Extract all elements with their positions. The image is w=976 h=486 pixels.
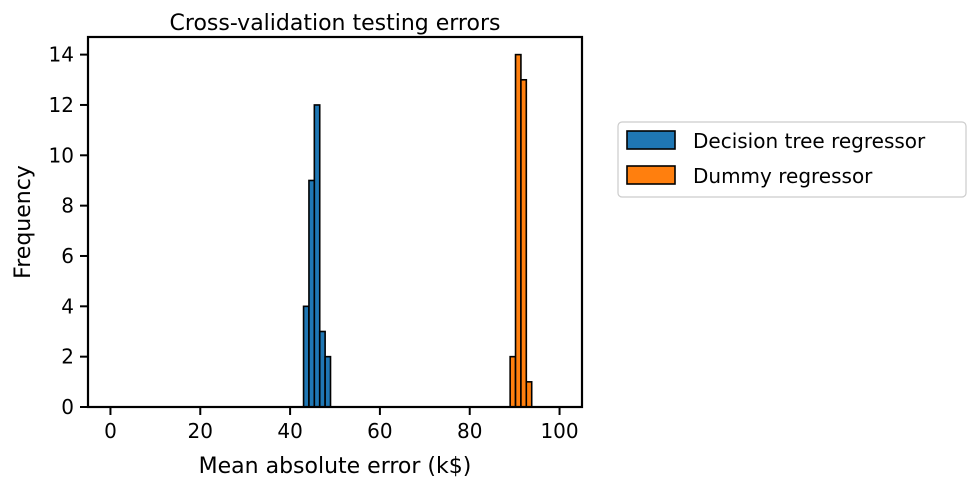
x-tick-label: 60	[367, 419, 392, 443]
x-tick-label: 20	[188, 419, 213, 443]
x-axis-label: Mean absolute error (k$)	[199, 454, 472, 479]
y-tick-label: 12	[49, 93, 74, 117]
y-tick-label: 6	[61, 244, 74, 268]
y-tick-label: 14	[49, 43, 74, 67]
x-tick-label: 100	[540, 419, 578, 443]
plot-frame	[86, 35, 584, 409]
histogram-bar	[324, 355, 332, 408]
y-tick-label: 10	[49, 143, 74, 167]
legend: Decision tree regressor Dummy regressor	[617, 121, 967, 198]
histogram-bar	[514, 53, 522, 408]
chart-title: Cross-validation testing errors	[170, 11, 501, 36]
histogram-bar	[308, 179, 316, 408]
x-tick-label: 80	[457, 419, 482, 443]
histogram-bar	[525, 381, 533, 408]
x-axis-ticks: 0 20 40 60 80 100	[104, 407, 579, 443]
histogram-bar	[509, 355, 517, 408]
legend-label-decision-tree: Decision tree regressor	[693, 129, 926, 153]
histogram-bars	[110, 53, 560, 408]
legend-swatch-decision-tree	[626, 130, 676, 150]
y-axis-label: Frequency	[11, 165, 36, 279]
y-tick-label: 8	[61, 194, 74, 218]
legend-frame	[617, 121, 967, 198]
legend-label-dummy: Dummy regressor	[693, 164, 873, 188]
histogram-bar	[313, 104, 321, 408]
legend-swatch-dummy	[626, 165, 676, 185]
histogram-bar	[520, 78, 528, 408]
y-tick-label: 0	[61, 395, 74, 419]
histogram-bar	[318, 330, 326, 408]
x-tick-label: 0	[104, 419, 117, 443]
x-tick-label: 40	[277, 419, 302, 443]
y-tick-label: 2	[61, 345, 74, 369]
y-tick-label: 4	[61, 294, 74, 318]
y-axis-ticks: 0 2 4 6 8 10 12 14	[49, 43, 88, 419]
histogram-bar	[302, 305, 310, 408]
